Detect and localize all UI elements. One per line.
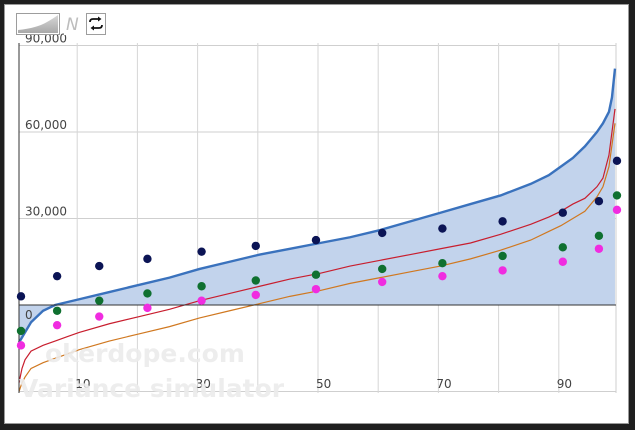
green-dots-point xyxy=(498,251,507,261)
y-tick-label: 60,000 xyxy=(25,118,67,132)
area-fill xyxy=(19,68,615,343)
red-line xyxy=(18,108,616,383)
swap-arrows-icon xyxy=(89,16,103,31)
green-dots-point xyxy=(52,306,62,315)
orange-line xyxy=(18,123,616,392)
green-dots-point xyxy=(16,326,26,336)
variance-chart: 30,000 60,000 90,000 10 30 50 70 90 0 okerdope.… xyxy=(16,32,622,403)
green-dots-point xyxy=(438,258,447,268)
swap-button[interactable] xyxy=(86,13,106,35)
area-series xyxy=(17,68,617,344)
navy-dots-point xyxy=(378,228,387,238)
x-tick-label: 10 xyxy=(75,377,90,391)
green-dots-point xyxy=(594,231,604,240)
magenta-dots-point xyxy=(197,296,206,305)
y-tick-label: 90,000 xyxy=(25,32,67,46)
green-dots-point xyxy=(95,296,104,305)
magenta-dots-point xyxy=(594,244,604,253)
green-dots-point xyxy=(251,276,260,285)
navy-dots-point xyxy=(197,247,206,256)
svg-text:N: N xyxy=(66,15,79,35)
navy-dots-point xyxy=(594,197,604,206)
watermark-line-2: Variance simulator xyxy=(19,374,285,403)
chart-frame: 30,000 60,000 90,000 10 30 50 70 90 0 okerdope.… xyxy=(4,4,629,424)
x-tick-label: 50 xyxy=(316,377,331,391)
magenta-dots-point xyxy=(612,205,622,215)
script-n-icon: N xyxy=(66,15,79,35)
navy-dots-point xyxy=(52,271,62,281)
navy-dots-point xyxy=(558,208,567,217)
magenta-dots-point xyxy=(558,257,567,266)
green-dots-point xyxy=(378,264,387,274)
navy-dots-point xyxy=(16,292,26,301)
green-dots-point xyxy=(558,243,567,252)
zero-label: 0 xyxy=(25,308,33,322)
magenta-dots-point xyxy=(378,277,387,287)
dot-series xyxy=(16,156,622,350)
navy-dots-point xyxy=(143,254,152,264)
magenta-dots-point xyxy=(251,290,260,300)
magenta-dots-point xyxy=(498,266,507,275)
navy-dots-point xyxy=(438,224,447,233)
script-n-button[interactable]: N xyxy=(64,13,84,35)
navy-dots-point xyxy=(95,261,104,271)
green-dots-point xyxy=(197,282,206,291)
x-tick-label: 30 xyxy=(196,377,211,391)
navy-dots-point xyxy=(251,241,260,251)
magenta-dots-point xyxy=(311,284,321,294)
watermark-line-1: okerdope.com xyxy=(45,339,245,368)
green-dots-point xyxy=(311,270,321,279)
navy-dots-point xyxy=(498,217,507,226)
tick-labels: 30,000 60,000 90,000 10 30 50 70 90 xyxy=(25,32,572,392)
area-chart-button[interactable] xyxy=(16,13,60,35)
area-chart-icon xyxy=(18,15,58,33)
magenta-dots-point xyxy=(16,341,26,350)
navy-dots-point xyxy=(612,156,622,166)
green-dots-point xyxy=(143,289,152,298)
y-tick-label: 30,000 xyxy=(25,205,67,219)
green-dots-point xyxy=(612,191,622,200)
magenta-dots-point xyxy=(438,271,447,281)
magenta-dots-point xyxy=(52,320,62,330)
line-series xyxy=(18,108,616,392)
x-tick-label: 90 xyxy=(557,377,572,391)
navy-dots-point xyxy=(311,235,321,245)
magenta-dots-point xyxy=(95,312,104,321)
x-tick-label: 70 xyxy=(436,377,451,391)
axes xyxy=(18,43,616,393)
magenta-dots-point xyxy=(143,303,152,313)
